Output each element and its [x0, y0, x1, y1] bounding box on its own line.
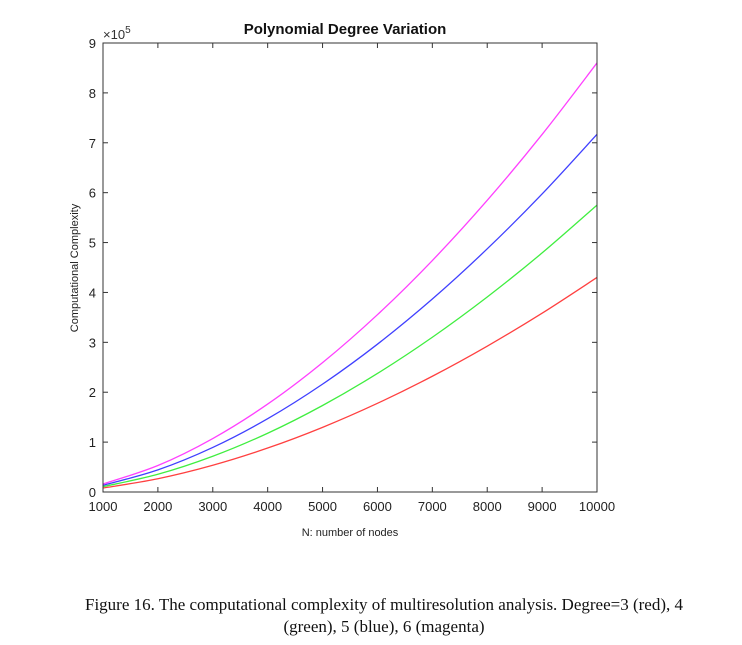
y-exponent: ×105 [103, 25, 131, 42]
x-tick-label: 4000 [253, 499, 282, 514]
x-tick-label: 5000 [308, 499, 337, 514]
y-exponent-power: 5 [125, 25, 131, 36]
plot-box [102, 42, 598, 493]
caption-line-2: (green), 5 (blue), 6 (magenta) [283, 617, 485, 636]
y-tick-label: 1 [89, 435, 96, 450]
svg-text:×105: ×105 [103, 25, 131, 42]
figure-caption: Figure 16. The computational complexity … [0, 594, 742, 638]
y-tick-label: 0 [89, 485, 96, 500]
y-tick-label: 5 [89, 236, 96, 251]
y-tick-label: 8 [89, 86, 96, 101]
x-tick-label: 3000 [198, 499, 227, 514]
series-line-degree-3 [102, 276, 598, 489]
y-tick-label: 2 [89, 385, 96, 400]
x-tick-label: 8000 [473, 499, 502, 514]
y-exponent-base: ×10 [103, 27, 125, 42]
x-tick-label: 9000 [528, 499, 557, 514]
chart: Polynomial Degree Variation ×105 Computa… [69, 21, 615, 539]
series-line-degree-6 [102, 62, 598, 485]
y-tick-label: 4 [89, 285, 96, 300]
y-tick-label: 7 [89, 136, 96, 151]
chart-title: Polynomial Degree Variation [244, 21, 447, 38]
y-tick-label: 3 [89, 335, 96, 350]
x-axis-label: N: number of nodes [302, 527, 399, 539]
y-axis-label: Computational Complexity [69, 203, 81, 332]
caption-line-1: Figure 16. The computational complexity … [85, 595, 683, 614]
series-line-degree-4 [102, 204, 598, 488]
y-tick-label: 6 [89, 186, 96, 201]
x-tick-label: 1000 [89, 499, 118, 514]
x-tick-label: 7000 [418, 499, 447, 514]
x-tick-label: 10000 [579, 499, 615, 514]
x-tick-label: 6000 [363, 499, 392, 514]
x-tick-label: 2000 [143, 499, 172, 514]
y-tick-label: 9 [89, 36, 96, 51]
series-line-degree-5 [102, 133, 598, 486]
